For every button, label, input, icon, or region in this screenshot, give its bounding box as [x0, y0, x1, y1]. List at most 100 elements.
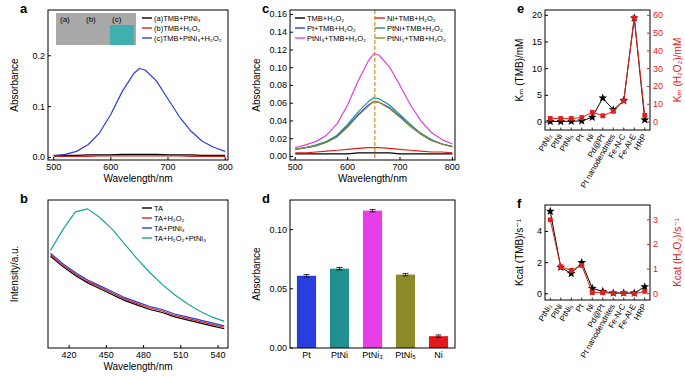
y-tick — [48, 106, 51, 107]
inset-photo — [56, 13, 136, 45]
x-tick — [602, 298, 603, 301]
x-tick — [592, 128, 593, 131]
inset-label: (b) — [86, 15, 96, 24]
x-tick-label: 700 — [392, 162, 407, 172]
x-tick — [581, 128, 582, 131]
square-marker — [632, 291, 637, 296]
inset-patch — [110, 25, 134, 45]
y-tick — [545, 68, 548, 69]
series-line — [54, 68, 225, 155]
y-tick — [290, 120, 293, 121]
x-tick-label: 600 — [340, 162, 355, 172]
y-tick-label: 30 — [653, 64, 663, 74]
legend-label: PtNi+TMB+H₂O₂ — [387, 24, 443, 33]
legend-swatch — [142, 27, 152, 28]
x-tick-label: PtNi₅ — [395, 350, 416, 360]
y-tick — [290, 138, 293, 139]
plot-area — [546, 13, 649, 125]
x-axis-label: Wavelength/nm — [103, 361, 172, 372]
y-tick — [290, 156, 293, 157]
y-tick — [545, 262, 548, 263]
x-tick — [143, 345, 144, 348]
frame — [48, 10, 228, 160]
panel: fKcat (TMB)/s⁻¹0240123Kcat (H₂O₂)/s⁻¹PtN… — [514, 196, 683, 359]
y-tick-label: 0.05 — [269, 284, 287, 294]
y-tick-label: 60 — [653, 10, 663, 20]
y-tick — [48, 157, 51, 158]
frame — [290, 200, 455, 348]
series-line — [295, 152, 452, 154]
x-tick — [110, 157, 111, 160]
y-tick-label: 50 — [653, 28, 663, 38]
series-line — [50, 209, 224, 321]
y2-axis-label: Kₘ (H₂O₂)/mM — [672, 38, 683, 103]
y-tick-label: 15 — [532, 37, 542, 47]
square-marker — [569, 116, 574, 121]
y-tick-label: 0.0 — [32, 152, 45, 162]
y-tick — [647, 50, 650, 51]
y-tick — [647, 104, 650, 105]
series-line — [50, 255, 224, 328]
x-tick-label: 540 — [211, 350, 226, 360]
legend-swatch — [142, 207, 152, 208]
bar — [330, 269, 349, 348]
legend-swatch — [142, 37, 152, 38]
error-bar — [337, 267, 343, 269]
y-tick — [647, 219, 650, 220]
square-marker — [590, 290, 595, 295]
series-line — [54, 154, 225, 155]
square-marker — [548, 217, 553, 222]
square-marker — [611, 291, 616, 296]
plot-area — [297, 209, 448, 348]
panel: dAbsorbance0.000.050.10PtPtNiPtNi₃PtNi₅N… — [251, 191, 455, 360]
square-marker — [632, 16, 637, 21]
y-tick-label: 2 — [537, 258, 542, 268]
plot-area — [50, 209, 224, 329]
y-tick — [545, 95, 548, 96]
x-tick-label: 500 — [46, 162, 61, 172]
y-tick — [290, 67, 293, 68]
x-tick — [623, 128, 624, 131]
square-marker — [621, 291, 626, 296]
y-tick — [48, 55, 51, 56]
frame — [48, 200, 228, 348]
series-line — [550, 18, 645, 121]
error-bar — [304, 275, 310, 277]
y-tick — [545, 122, 548, 123]
x-tick — [69, 345, 70, 348]
legend-swatch — [295, 17, 305, 18]
y-axis-label: Absorbance — [251, 247, 262, 301]
y-tick — [647, 244, 650, 245]
y-axis-label: Kcat (TMB)/s⁻¹ — [514, 218, 525, 286]
x-tick — [581, 298, 582, 301]
legend-label: (b)TMB+H₂O₂ — [154, 24, 201, 33]
y-tick-label: 0.04 — [269, 116, 287, 126]
y-tick — [290, 103, 293, 104]
y-tick — [647, 68, 650, 69]
series-line — [50, 256, 224, 329]
x-tick — [644, 298, 645, 301]
panel: cAbsorbanceWavelength/nm5006007008000.00… — [251, 1, 460, 184]
square-marker — [558, 264, 563, 269]
star-marker — [609, 288, 618, 296]
y-tick — [290, 85, 293, 86]
x-tick — [180, 345, 181, 348]
legend-swatch — [142, 17, 152, 18]
square-marker — [600, 290, 605, 295]
y-tick — [647, 15, 650, 16]
x-tick-label: 500 — [288, 162, 303, 172]
y-tick-label: 0.02 — [269, 134, 287, 144]
series-line — [54, 155, 225, 157]
y-tick — [647, 86, 650, 87]
y-tick-label: 0.12 — [269, 45, 287, 55]
legend-swatch — [375, 17, 385, 18]
x-tick — [571, 298, 572, 301]
series-line — [295, 101, 452, 149]
error-bar — [370, 209, 376, 211]
y-tick-label: 0.14 — [269, 27, 287, 37]
x-tick — [225, 157, 226, 160]
figure: aAbsorbanceWavelength/nm5006007008000.00… — [0, 0, 685, 376]
x-tick-label: PtNi₃ — [362, 350, 383, 360]
legend-swatch — [142, 217, 152, 218]
y-tick — [290, 14, 293, 15]
